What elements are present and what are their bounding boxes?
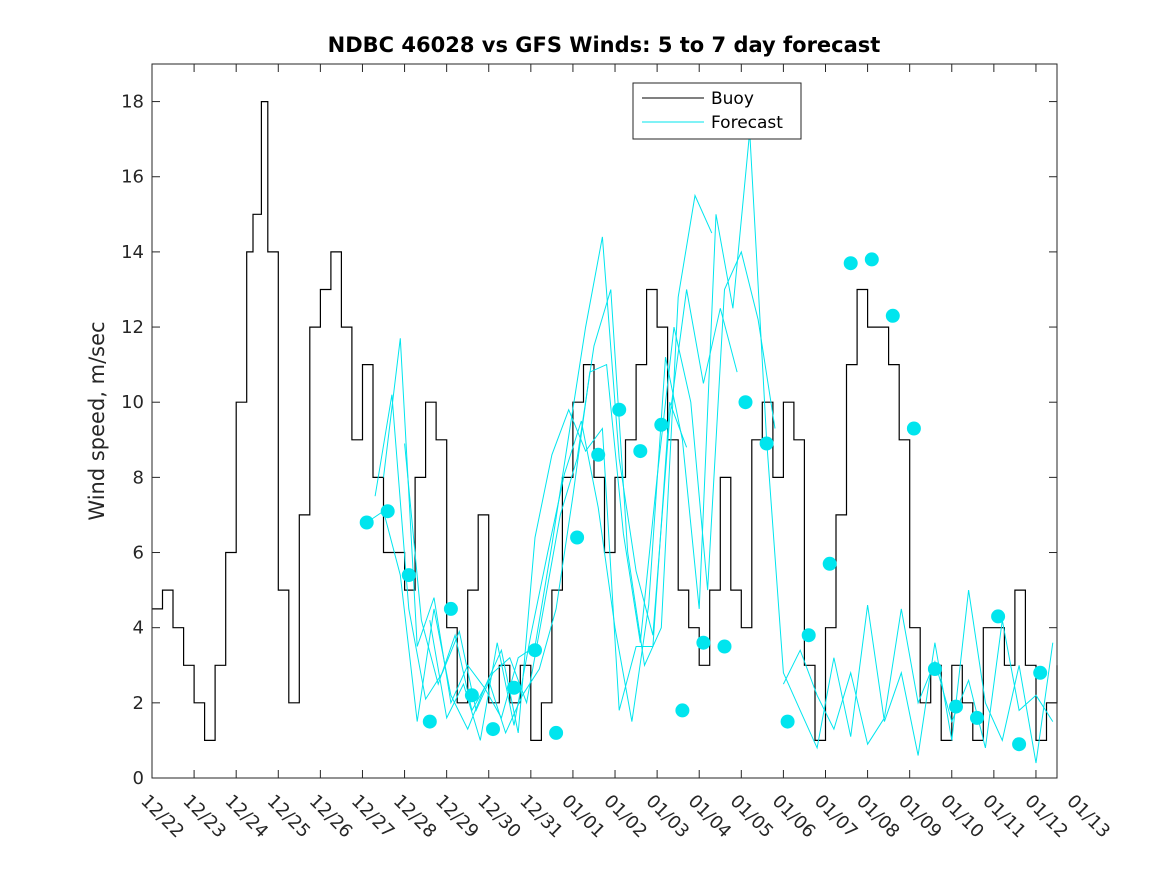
- y-tick-label: 14: [121, 242, 144, 263]
- forecast-marker: [380, 504, 395, 519]
- forecast-marker: [654, 417, 669, 432]
- forecast-marker: [359, 515, 374, 530]
- forecast-marker: [927, 662, 942, 676]
- forecast-marker: [464, 688, 479, 703]
- forecast-marker: [486, 722, 500, 737]
- y-tick-label: 16: [121, 167, 144, 188]
- forecast-line-3: [383, 236, 738, 720]
- forecast-marker: [822, 556, 837, 571]
- legend: Buoy Forecast: [632, 82, 802, 140]
- forecast-marker: [949, 699, 963, 714]
- forecast-marker: [738, 395, 753, 410]
- plot-frame: [151, 63, 1058, 779]
- buoy-line: [152, 101, 1058, 741]
- forecast-line-2: [374, 193, 713, 712]
- forecast-line-1: [366, 402, 688, 733]
- forecast-marker: [843, 256, 858, 271]
- y-tick-label: 2: [133, 693, 144, 714]
- y-axis-label: Wind speed, m/sec: [85, 321, 109, 520]
- forecast-marker: [633, 444, 648, 459]
- forecast-marker: [717, 639, 732, 654]
- forecast-marker: [906, 421, 921, 436]
- forecast-marker: [591, 447, 606, 462]
- legend-label-forecast: Forecast: [711, 113, 783, 133]
- forecast-marker: [612, 402, 627, 417]
- forecast-marker: [443, 601, 458, 616]
- forecast-marker: [528, 643, 542, 658]
- forecast-marker: [801, 628, 816, 643]
- forecast-marker: [759, 436, 774, 451]
- forecast-marker: [864, 252, 879, 267]
- forecast-marker: [570, 530, 585, 545]
- chart-title: NDBC 46028 vs GFS Winds: 5 to 7 day fore…: [328, 33, 881, 57]
- forecast-line-4: [404, 250, 776, 735]
- forecast-series-group: [366, 131, 1054, 764]
- forecast-marker: [401, 568, 416, 583]
- plot-background: [152, 64, 1057, 778]
- forecast-marker: [422, 714, 437, 729]
- forecast-line-5: [429, 131, 1054, 764]
- forecast-marker: [1012, 737, 1027, 752]
- forecast-marker: [549, 725, 564, 740]
- legend-label-buoy: Buoy: [711, 89, 754, 109]
- y-tick-label: 8: [133, 467, 144, 488]
- y-tick-label: 6: [133, 543, 144, 564]
- y-tick-label: 0: [133, 768, 144, 789]
- forecast-line-6: [782, 608, 1054, 749]
- forecast-marker: [1033, 665, 1048, 680]
- forecast-marker: [696, 635, 711, 650]
- y-tick-label: 4: [133, 618, 144, 639]
- forecast-marker: [885, 308, 900, 323]
- forecast-marker: [991, 609, 1006, 624]
- legend-box: [632, 82, 802, 140]
- forecast-markers: [359, 252, 1048, 752]
- y-axis: 0 2 4 6 8 10 12 14 16 18: [121, 92, 1057, 789]
- forecast-marker: [507, 680, 521, 695]
- plot-area: [151, 63, 1058, 779]
- forecast-marker: [675, 703, 690, 718]
- y-tick-label: 12: [121, 317, 144, 338]
- forecast-marker: [970, 710, 984, 725]
- y-tick-label: 10: [121, 392, 144, 413]
- forecast-marker: [780, 714, 795, 729]
- y-tick-label: 18: [121, 92, 144, 113]
- buoy-series: [152, 101, 1058, 741]
